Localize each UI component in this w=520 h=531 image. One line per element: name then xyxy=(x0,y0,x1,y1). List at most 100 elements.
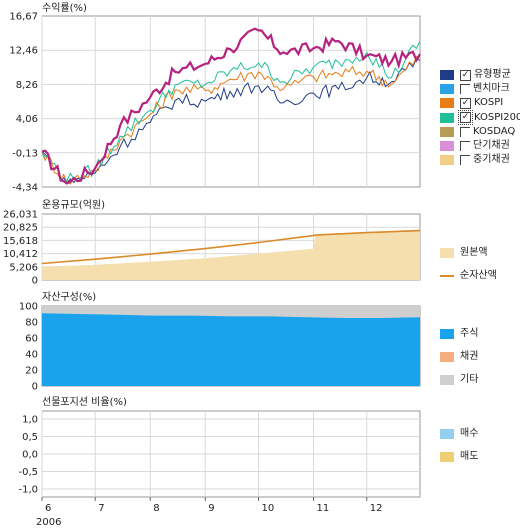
aum-legend-item: 원본액 xyxy=(440,241,497,264)
x-axis-tick-label: 9 xyxy=(208,503,214,514)
legend-swatch xyxy=(440,141,454,152)
return-legend-item[interactable]: ✓ KOSPI200 xyxy=(440,110,520,126)
x-axis-tick-label: 8 xyxy=(153,503,159,514)
legend-label: 기타 xyxy=(460,373,479,385)
legend-label: 단기채권 xyxy=(473,140,510,152)
legend-swatch xyxy=(440,98,454,109)
x-axis: 6 7 8 9 10 11 12 xyxy=(41,497,383,514)
legend-swatch xyxy=(440,351,454,362)
legend-swatch xyxy=(440,126,454,137)
legend-checkbox[interactable] xyxy=(460,155,470,166)
legend-label: KOSPI200 xyxy=(474,111,520,123)
asset-y-tick: 60 xyxy=(25,334,38,345)
legend-swatch xyxy=(440,274,454,277)
legend-swatch xyxy=(440,451,454,462)
asset-y-tick: 20 xyxy=(25,366,38,377)
return-y-tick: 16,67 xyxy=(9,12,38,23)
legend-swatch xyxy=(440,374,454,385)
aum-net-assets-line xyxy=(41,229,421,265)
aum-y-tick: 10,412 xyxy=(3,249,38,260)
return-chart-title: 수익률(%) xyxy=(42,2,87,14)
aum-y-tick: 5,206 xyxy=(9,262,38,273)
legend-label: 벤치마크 xyxy=(473,83,510,95)
legend-checkbox[interactable]: ✓ xyxy=(460,69,471,81)
x-axis-tick-label: 11 xyxy=(317,503,330,514)
legend-label: KOSDAQ xyxy=(473,125,516,137)
x-axis-year: 2006 xyxy=(36,517,61,528)
return-legend-item[interactable]: 중기채권 xyxy=(440,153,520,167)
asset-chart-title: 자산구성(%) xyxy=(42,291,96,303)
futures-legend-item: 매도 xyxy=(440,445,478,468)
legend-swatch xyxy=(440,112,454,123)
return-y-tick: -4,34 xyxy=(12,183,38,194)
return-legend-item[interactable]: 벤치마크 xyxy=(440,82,520,96)
return-y-tick: 4,06 xyxy=(16,114,38,125)
futures-y-tick: -0,5 xyxy=(18,467,38,478)
asset-legend-item: 기타 xyxy=(440,368,478,391)
futures-chart-title: 선물포지션 비율(%) xyxy=(42,396,127,408)
legend-label: 유형평균 xyxy=(474,69,511,81)
x-axis-tick-label: 12 xyxy=(370,503,383,514)
legend-swatch xyxy=(440,84,454,95)
legend-checkbox[interactable] xyxy=(460,141,470,152)
aum-chart-title: 운용규모(억원) xyxy=(42,199,105,211)
legend-swatch xyxy=(440,247,454,258)
x-axis-tick-label: 10 xyxy=(262,503,275,514)
legend-label: KOSPI xyxy=(474,97,504,109)
legend-swatch xyxy=(440,155,454,166)
legend-swatch xyxy=(440,428,454,439)
asset-y-tick: 0 xyxy=(32,382,38,393)
legend-label: 매수 xyxy=(460,427,479,439)
asset-y-tick: 40 xyxy=(25,350,38,361)
aum-legend-item: 순자산액 xyxy=(440,264,497,287)
legend-label: 주식 xyxy=(460,327,479,339)
asset-chart: 자산구성(%) 100 80 60 40 20 0 xyxy=(19,291,421,393)
legend-label: 중기채권 xyxy=(473,154,510,166)
return-legend-item[interactable]: 단기채권 xyxy=(440,139,520,153)
aum-y-tick: 15,618 xyxy=(3,236,38,247)
legend-checkbox[interactable] xyxy=(460,84,470,95)
return-series-line-0 xyxy=(41,27,421,185)
return-series-line-1 xyxy=(41,55,421,185)
aum-chart: 운용규모(억원) 26,031 20,825 15,618 10,412 5,206 0 xyxy=(3,199,421,287)
futures-chart: 선물포지션 비율(%) 1,0 0,5 0,0 -0,5 -1,0 xyxy=(18,396,421,498)
futures-y-tick: 1,0 xyxy=(22,415,38,426)
aum-y-tick: 26,031 xyxy=(3,210,38,221)
return-legend-item[interactable]: ✓ 유형평균 xyxy=(440,68,520,82)
x-axis-tick-label: 6 xyxy=(45,503,51,514)
legend-label: 원본액 xyxy=(460,246,488,258)
aum-principal-area xyxy=(42,230,420,280)
return-chart: 수익률(%) 16,67 12,46 8,26 4,06 -0,13 -4,34 xyxy=(9,2,421,194)
asset-y-tick: 100 xyxy=(19,302,38,313)
return-plot-frame xyxy=(41,15,421,188)
futures-y-tick: -1,0 xyxy=(18,485,38,496)
asset-legend-item: 주식 xyxy=(440,322,478,345)
legend-label: 채권 xyxy=(460,350,479,362)
legend-checkbox[interactable] xyxy=(460,126,470,137)
futures-y-tick: 0,0 xyxy=(22,450,38,461)
asset-legend-item: 채권 xyxy=(440,345,478,368)
legend-checkbox[interactable]: ✓ xyxy=(458,110,473,126)
return-legend: ✓ 유형평균 벤치마크 ✓ KOSPI ✓ KOSPI200 KOSDAQ 단기채권 중기채권 xyxy=(440,68,520,167)
x-axis-tick-label: 7 xyxy=(98,503,104,514)
return-y-tick: 8,26 xyxy=(16,80,38,91)
asset-y-tick: 80 xyxy=(25,318,38,329)
legend-label: 매도 xyxy=(460,450,479,462)
return-legend-item[interactable]: KOSDAQ xyxy=(440,125,520,139)
return-y-tick: 12,46 xyxy=(9,46,38,57)
aum-y-tick: 0 xyxy=(32,276,38,287)
return-y-tick: -0,13 xyxy=(12,148,38,159)
legend-swatch xyxy=(440,70,454,81)
asset-stock-area xyxy=(42,313,420,386)
aum-y-tick: 20,825 xyxy=(3,223,38,234)
futures-y-tick: 0,5 xyxy=(22,432,38,443)
return-legend-item[interactable]: ✓ KOSPI xyxy=(440,96,520,110)
legend-swatch xyxy=(440,328,454,339)
return-series-line-3 xyxy=(41,57,421,184)
legend-checkbox[interactable]: ✓ xyxy=(460,97,471,109)
legend-label: 순자산액 xyxy=(460,269,497,281)
